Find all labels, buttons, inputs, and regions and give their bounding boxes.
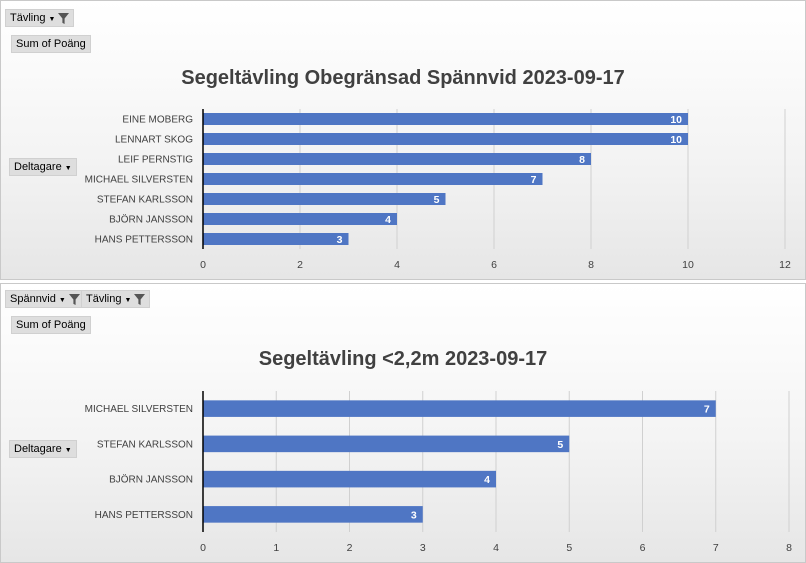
pivot-chart-panel-1: Tävling ▼ Sum of Poäng Deltagare ▼ Segel… — [0, 0, 806, 280]
category-label: BJÖRN JANSSON — [109, 214, 193, 226]
bar[interactable] — [203, 233, 349, 245]
filter-label: Tävling — [86, 292, 122, 305]
pivot-chart-panel-2: Spännvid ▼ Tävling ▼ Sum of Poäng Deltag… — [0, 283, 806, 563]
x-tick-label: 6 — [491, 259, 497, 271]
value-field-button[interactable]: Sum of Poäng — [11, 316, 91, 334]
x-tick-label: 4 — [394, 259, 400, 271]
filter-button-tavling[interactable]: Tävling ▼ — [5, 9, 75, 27]
bar-chart-1: 0 2 4 6 8 10 12 EINE MOBERG 10 LENNART SKOG 10 LEIF… — [85, 109, 791, 271]
x-tick-label: 10 — [682, 259, 694, 271]
x-tick-label: 0 — [200, 259, 206, 271]
category-label: STEFAN KARLSSON — [97, 439, 193, 450]
value-field-button[interactable]: Sum of Poäng — [11, 35, 91, 53]
bar[interactable] — [203, 113, 688, 125]
row-field-button-deltagare[interactable]: Deltagare ▼ — [9, 158, 77, 176]
filter-funnel-icon — [68, 293, 80, 305]
category-label: STEFAN KARLSSON — [97, 195, 193, 206]
bar[interactable] — [203, 400, 716, 417]
data-label: 8 — [579, 154, 585, 166]
category-label: HANS PETTERSSON — [95, 510, 193, 521]
chart-title: Segeltävling <2,2m 2023-09-17 — [258, 348, 548, 370]
bar[interactable] — [203, 213, 397, 225]
x-tick-label: 4 — [493, 542, 499, 554]
data-label: 4 — [484, 474, 490, 486]
data-label: 10 — [670, 134, 682, 146]
row-field-button-deltagare[interactable]: Deltagare ▼ — [9, 440, 77, 458]
x-tick-label: 7 — [713, 542, 719, 554]
filter-funnel-icon — [134, 293, 146, 305]
x-tick-label: 6 — [640, 542, 646, 554]
x-tick-label: 3 — [420, 542, 426, 554]
category-label: MICHAEL SILVERSTEN — [85, 404, 193, 415]
dropdown-arrow-icon: ▼ — [64, 164, 72, 172]
bar[interactable] — [203, 435, 570, 453]
data-label: 5 — [434, 194, 440, 206]
x-tick-label: 8 — [588, 259, 594, 271]
data-label: 4 — [385, 214, 391, 226]
x-tick-label: 8 — [786, 542, 792, 554]
dropdown-arrow-icon: ▼ — [58, 296, 66, 304]
data-label: 7 — [531, 174, 537, 186]
dropdown-arrow-icon: ▼ — [64, 446, 72, 454]
data-label: 3 — [411, 509, 417, 521]
data-label: 10 — [670, 114, 682, 126]
data-label: 7 — [704, 404, 710, 416]
bar[interactable] — [203, 193, 446, 205]
x-tick-label: 12 — [779, 259, 791, 271]
category-label: BJÖRN JANSSON — [109, 474, 193, 486]
bar[interactable] — [203, 153, 591, 165]
data-label: 5 — [557, 439, 563, 451]
bar[interactable] — [203, 173, 543, 185]
bar[interactable] — [203, 133, 688, 145]
x-tick-label: 1 — [273, 542, 279, 554]
category-label: EINE MOBERG — [122, 115, 193, 126]
filter-button-spannvid[interactable]: Spännvid ▼ — [5, 290, 85, 308]
dropdown-arrow-icon: ▼ — [124, 296, 132, 304]
row-field-label: Deltagare — [14, 442, 62, 455]
category-label: HANS PETTERSSON — [95, 235, 193, 246]
x-tick-label: 2 — [297, 259, 303, 271]
x-tick-label: 2 — [347, 542, 353, 554]
filter-funnel-icon — [58, 12, 70, 24]
category-label: LEIF PERNSTIG — [118, 155, 193, 166]
x-tick-label: 5 — [566, 542, 572, 554]
filter-label: Tävling — [10, 11, 46, 24]
bar-chart-2: 0 1 2 3 4 5 6 7 8 MICHAEL SILVERSTEN 7 STEFAN KARLS… — [85, 391, 792, 554]
filter-button-tavling[interactable]: Tävling ▼ — [81, 290, 151, 308]
dropdown-arrow-icon: ▼ — [48, 15, 56, 23]
category-label: MICHAEL SILVERSTEN — [85, 175, 193, 186]
bar[interactable] — [203, 506, 423, 523]
data-label: 3 — [337, 234, 343, 246]
filter-label: Spännvid — [10, 292, 56, 305]
row-field-label: Deltagare — [14, 160, 62, 173]
x-tick-label: 0 — [200, 542, 206, 554]
category-label: LENNART SKOG — [115, 135, 193, 146]
chart-title: Segeltävling Obegränsad Spännvid 2023-09… — [181, 67, 625, 89]
bar[interactable] — [203, 470, 496, 488]
